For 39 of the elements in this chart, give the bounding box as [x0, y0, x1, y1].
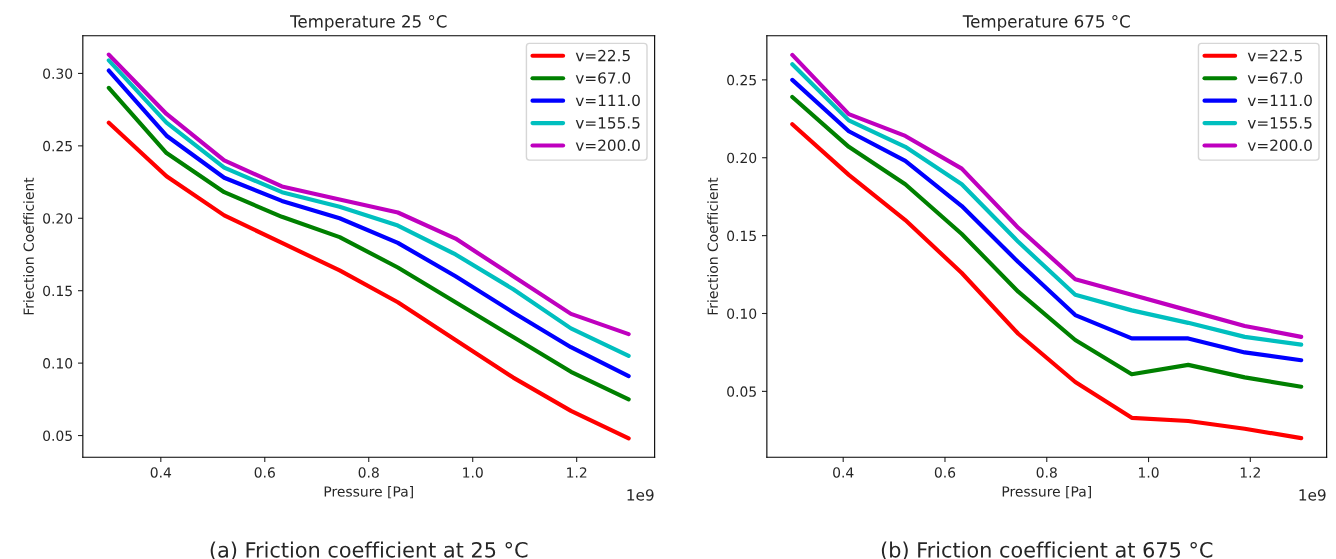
x-tick-label: 0.6	[254, 467, 275, 478]
y-tick-label: 0.05	[727, 386, 756, 397]
legend-label: v=67.0	[1247, 72, 1303, 84]
y-tick-label: 0.10	[43, 358, 73, 369]
text: 1e9	[1299, 489, 1326, 501]
legend-label: v=111.0	[575, 94, 640, 107]
y-axis-title: Friection Coefficient	[707, 177, 718, 315]
x-tick-label: 1.2	[1240, 467, 1260, 478]
legend-label: v=22.5	[575, 49, 630, 62]
x-tick-label: 0.6	[934, 467, 956, 478]
x-tick-label: 0.8	[358, 467, 379, 478]
y-tick-label: 0.15	[727, 230, 756, 242]
text: 1e9	[627, 489, 654, 501]
legend-label: v=22.5	[1247, 49, 1302, 62]
x-axis-title: Pressure [Pa]	[1002, 485, 1091, 499]
x-tick-label: 1.0	[1139, 467, 1159, 478]
y-axis-title: Friection Coefficient	[23, 177, 34, 315]
x-tick-label: 0.4	[833, 467, 854, 478]
x-axis-title: Pressure [Pa]	[324, 485, 413, 499]
legend-label: v=67.0	[575, 72, 631, 84]
x-tick-label: 0.4	[150, 467, 172, 478]
y-tick-label: 0.20	[43, 213, 73, 224]
legend-label: v=200.0	[1247, 139, 1312, 152]
y-tick-label: 0.05	[43, 430, 72, 442]
legend-label: v=155.5	[1247, 117, 1312, 129]
x-tick-label: 1.2	[567, 467, 587, 478]
y-tick-label: 0.25	[727, 74, 756, 86]
y-tick-label: 0.10	[727, 308, 757, 319]
legend-label: v=111.0	[1247, 94, 1312, 107]
chart-title: Temperature 675 °C	[962, 15, 1130, 31]
chart-title: Temperature 25 °C	[290, 15, 447, 31]
y-tick-label: 0.30	[43, 68, 73, 79]
legend-label: v=200.0	[575, 139, 640, 152]
y-tick-label: 0.25	[43, 140, 72, 152]
legend-label: v=155.5	[575, 117, 640, 129]
y-tick-label: 0.20	[727, 152, 757, 164]
y-tick-label: 0.15	[43, 285, 72, 297]
x-tick-label: 0.8	[1036, 467, 1057, 478]
x-tick-label: 1.0	[463, 467, 483, 478]
